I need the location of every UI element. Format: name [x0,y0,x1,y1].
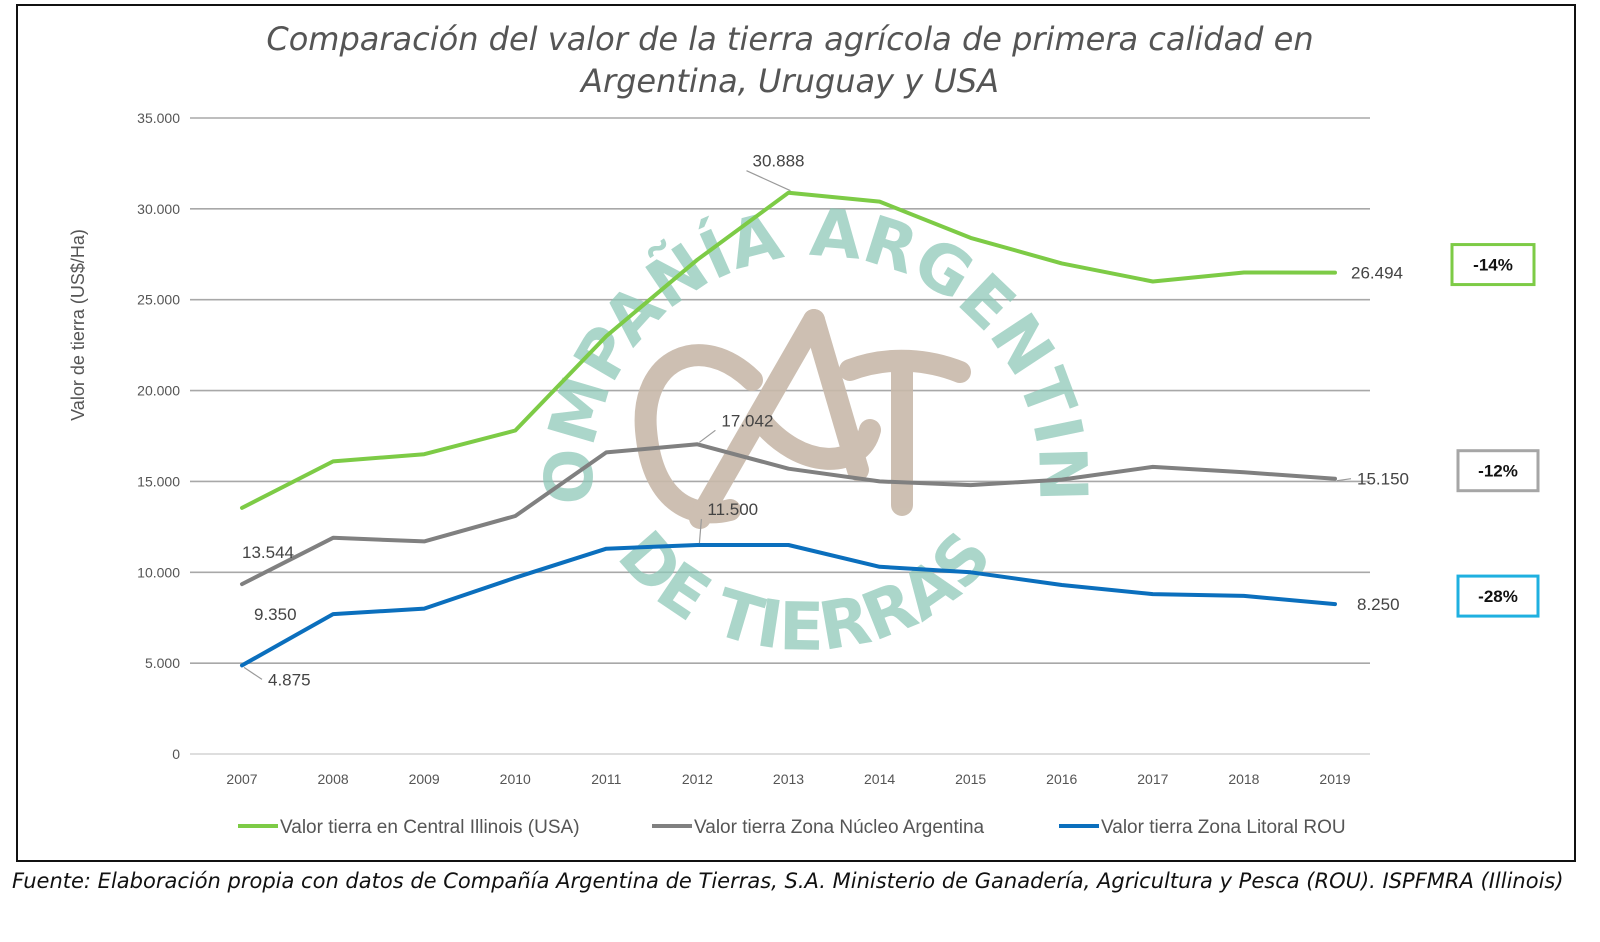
legend-label-2: Valor tierra Zona Núcleo Argentina [694,817,985,838]
x-tick-label: 2013 [773,771,804,787]
y-tick-label: 10.000 [137,564,180,580]
y-tick-label: 35.000 [137,110,180,126]
legend-label-3: Valor tierra Zona Litoral ROU [1101,817,1346,838]
legend-label-1: Valor tierra en Central Illinois (USA) [280,817,580,838]
cat-monogram [634,309,971,529]
y-tick-label: 20.000 [137,383,180,399]
y-axis-ticks: 0 5.000 10.000 15.000 20.000 25.000 30.000 35.0… [137,110,180,762]
legend: Valor tierra en Central Illinois (USA) Va… [238,817,1346,838]
data-labels: 13.544 30.888 26.494 9.350 17.042 15.150 4.875… [242,152,1409,690]
label-leader-line [698,518,703,544]
x-tick-label: 2019 [1319,771,1350,787]
x-axis-ticks: 2007 2008 2009 2010 2011 2012 2013 2014 2015 2016… [226,771,1350,787]
monogram-c-shape [634,344,763,524]
chart-title-line-2: Argentina, Uruguay y USA [579,62,999,100]
y-tick-label: 15.000 [137,473,180,489]
y-tick-label: 5.000 [145,655,180,671]
x-tick-label: 2009 [409,771,440,787]
label-leader-line [699,429,716,443]
label-leader-line [243,666,263,680]
y-tick-label: 30.000 [137,201,180,217]
x-tick-label: 2008 [318,771,349,787]
change-box-1 [1450,243,1536,287]
data-label: 15.150 [1357,470,1409,489]
x-tick-label: 2017 [1137,771,1168,787]
x-tick-label: 2015 [955,771,986,787]
chart-title: Comparación del valor de la tierra agríc… [266,20,1313,100]
change-box-2 [1456,449,1540,493]
x-tick-label: 2016 [1046,771,1077,787]
watermark-bottom-text: DE TIERRAS [603,517,1006,666]
change-label-1: -14% [1473,256,1513,275]
series-line-3 [240,543,1337,668]
x-tick-label: 2010 [500,771,531,787]
label-leader-line [746,170,791,192]
x-tick-label: 2011 [591,771,621,787]
y-axis-label: Valor de tierra (US$/Ha) [68,229,88,421]
monogram-a-loop [749,409,881,470]
data-label: 11.500 [707,500,758,519]
chart-title-line-1: Comparación del valor de la tierra agríc… [266,20,1313,58]
data-label: 26.494 [1351,264,1403,283]
y-tick-label: 0 [172,746,180,762]
label-leader-line [1336,478,1352,482]
series-lines [240,190,1337,668]
x-tick-label: 2014 [864,771,895,787]
source-note: Fuente: Elaboración propia con datos de … [12,869,1564,893]
change-label-2: -12% [1478,462,1518,481]
data-label: 30.888 [753,152,805,171]
y-tick-label: 25.000 [137,292,180,308]
change-label-3: -28% [1478,587,1518,606]
data-label: 17.042 [721,411,773,430]
data-label: 8.250 [1357,595,1400,614]
data-label: 9.350 [254,605,297,624]
change-box-3 [1456,574,1540,618]
x-tick-label: 2018 [1228,771,1259,787]
x-tick-label: 2007 [226,771,257,787]
x-tick-label: 2012 [682,771,713,787]
series-line-1 [240,190,1337,510]
data-label: 13.544 [242,543,294,562]
chart-frame [16,4,1576,862]
series-line-2 [240,442,1337,587]
change-boxes: -14% -12% -28% [1450,243,1540,618]
data-label: 4.875 [268,670,311,689]
